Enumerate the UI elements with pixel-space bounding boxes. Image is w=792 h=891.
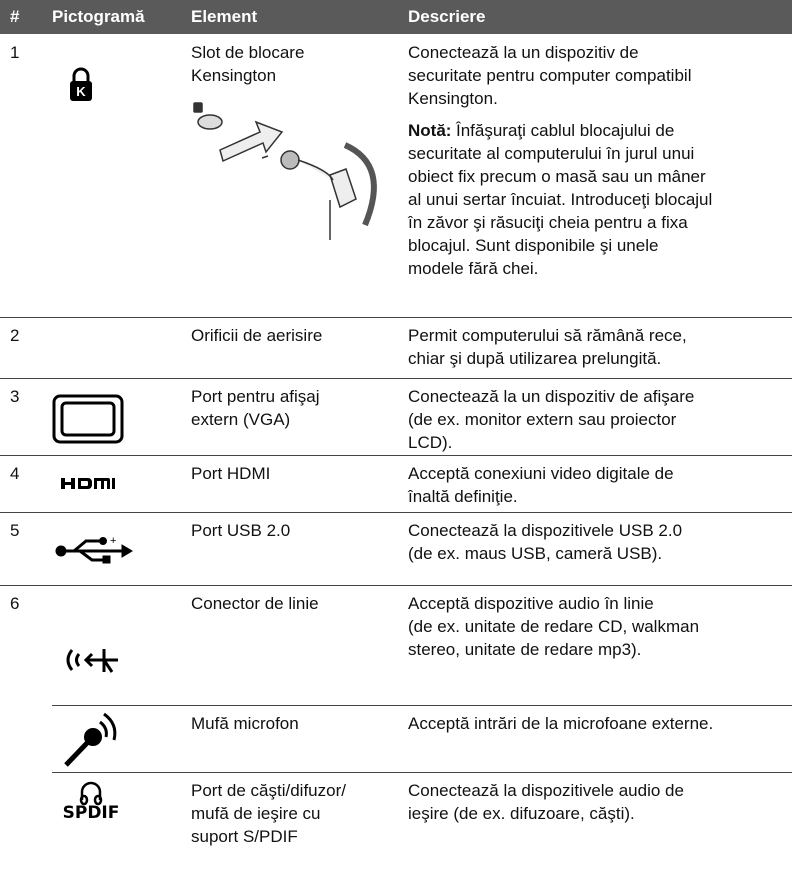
description-line: înaltă definiţie. (408, 487, 518, 506)
element-line: suport S/PDIF (191, 827, 298, 846)
description-line: Conectează la dispozitivele USB 2.0 (408, 521, 683, 540)
row-separator (0, 317, 792, 318)
note-line: securitate al computerului în jurul unui (408, 144, 695, 163)
description-line: Acceptă intrări de la microfoane externe… (408, 714, 714, 733)
element-line: Port pentru afişaj (191, 387, 320, 406)
element-line: Orificii de aerisire (191, 326, 323, 345)
row-separator (52, 705, 792, 706)
header-cell: # (10, 7, 20, 26)
lock-illustration (193, 102, 377, 240)
description-line: (de ex. maus USB, cameră USB). (408, 544, 663, 563)
element-line: Port USB 2.0 (191, 521, 291, 540)
description-line: Permit computerului să rămână rece, (408, 326, 687, 345)
description-line: (de ex. monitor extern sau proiector (408, 410, 677, 429)
line-in-icon (66, 649, 118, 673)
note-line: al unui sertar încuiat. Introduceţi bloc… (408, 190, 713, 209)
note-line: obiect fix precum o masă sau un mâner (408, 167, 706, 186)
note-line: în zăvor şi răsuciţi cheia pentru a fixa (408, 213, 688, 232)
description-line: ieşire (de ex. difuzoare, căşti). (408, 804, 635, 823)
header-cell: Descriere (408, 7, 486, 26)
element-line: extern (VGA) (191, 410, 291, 429)
description-line: chiar şi după utilizarea prelungită. (408, 349, 662, 368)
description-line: stereo, unitate de redare mp3). (408, 640, 642, 659)
description-line: Conectează la un dispozitiv de (408, 43, 639, 62)
row-number: 3 (10, 387, 20, 406)
svg-text:K: K (76, 84, 86, 99)
row-separator (0, 512, 792, 513)
element-line: Kensington (191, 66, 277, 85)
description-line: (de ex. unitate de redare CD, walkman (408, 617, 700, 636)
row-number: 4 (10, 464, 20, 483)
description-line: Acceptă conexiuni video digitale de (408, 464, 674, 483)
description-line: securitate pentru computer compatibil (408, 66, 692, 85)
row-number: 5 (10, 521, 20, 540)
row-separator (52, 772, 792, 773)
header-cell: Pictogramă (52, 7, 145, 26)
note-label: Notă: (408, 121, 452, 140)
header-cell: Element (191, 7, 258, 26)
note-line: modele fără chei. (408, 259, 539, 278)
element-line: mufă de ieşire cu (191, 804, 321, 823)
element-line: Slot de blocare (191, 43, 305, 62)
lock-icon: K (70, 67, 92, 101)
row-separator (0, 378, 792, 379)
description-line: Kensington. (408, 89, 498, 108)
row-separator (0, 585, 792, 586)
vga-icon (52, 394, 124, 444)
svg-text:+: + (110, 535, 116, 547)
note-line: Înfăşuraţi cablul blocajului de (456, 121, 675, 140)
description-line: Conectează la dispozitivele audio de (408, 781, 684, 800)
row-number: 2 (10, 326, 20, 345)
mic-icon (64, 712, 117, 767)
row-number: 1 (10, 43, 20, 62)
row-separator (0, 455, 792, 456)
element-line: Mufă microfon (191, 714, 299, 733)
usb-icon: + (55, 535, 133, 564)
element-line: Port HDMI (191, 464, 271, 483)
headphone-icon (79, 781, 103, 806)
hdmi-icon (61, 478, 115, 489)
icon-label: SPDIF (63, 803, 120, 823)
note-line: blocajul. Sunt disponibile şi unele (408, 236, 659, 255)
description-line: Acceptă dispozitive audio în linie (408, 594, 654, 613)
element-line: Conector de linie (191, 594, 319, 613)
description-line: LCD). (408, 433, 453, 452)
description-line: Conectează la un dispozitiv de afişare (408, 387, 695, 406)
element-line: Port de căşti/difuzor/ (191, 781, 346, 800)
row-number: 6 (10, 594, 20, 613)
header-row (0, 0, 792, 34)
